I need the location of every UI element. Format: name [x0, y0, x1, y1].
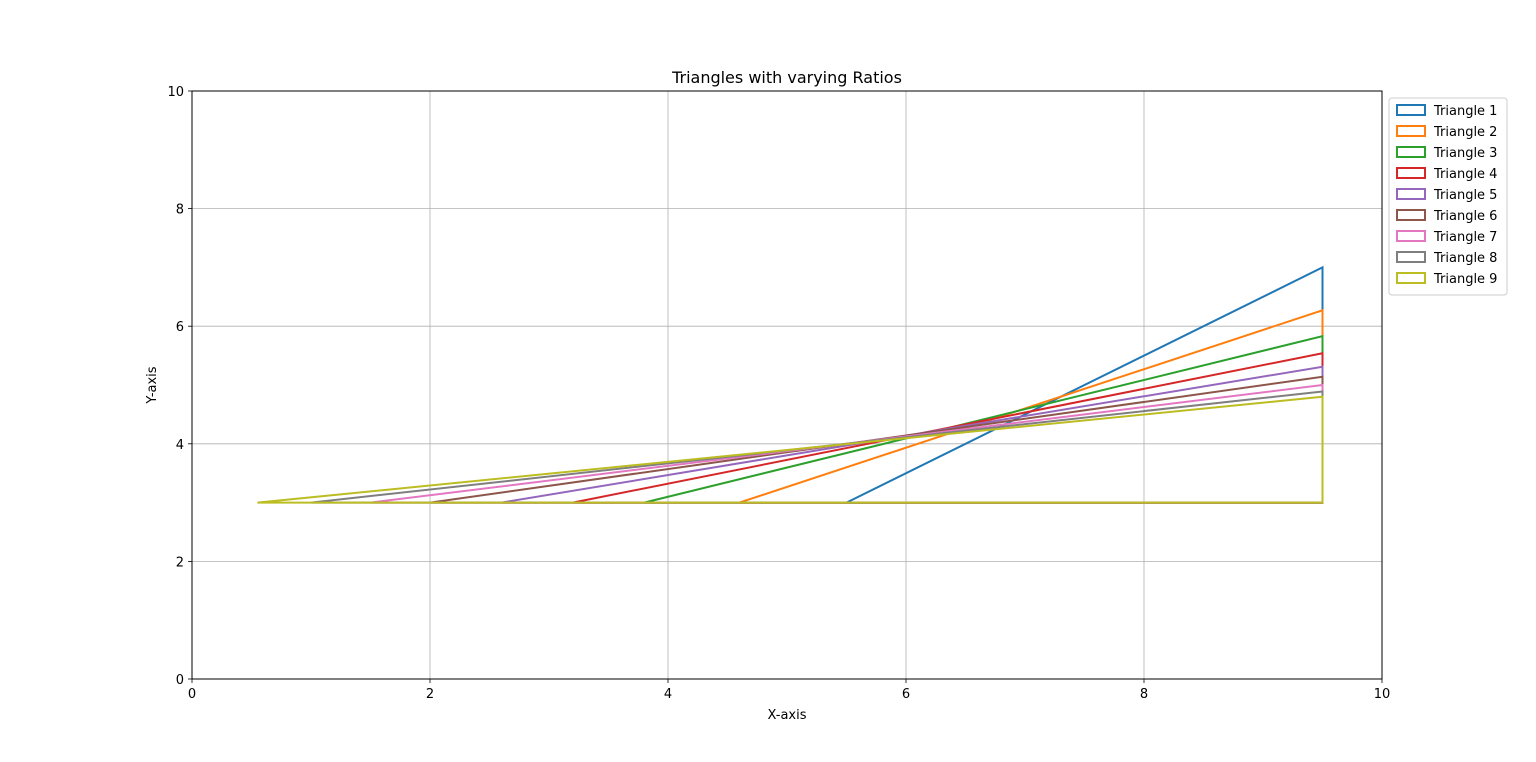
legend-label-triangle-6: Triangle 6 [1433, 209, 1497, 224]
legend-swatch-triangle-6 [1396, 209, 1426, 221]
ticks: 0 2 4 6 8 10 0 2 4 6 8 10 [167, 85, 1390, 702]
y-tick-label: 8 [176, 203, 184, 218]
legend-swatch-triangle-2 [1396, 125, 1426, 137]
legend-swatch-triangle-3 [1396, 146, 1426, 158]
legend-swatch-triangle-7 [1396, 230, 1426, 242]
x-tick-label: 6 [902, 687, 910, 702]
legend-swatch-triangle-5 [1396, 188, 1426, 200]
x-tick-label: 8 [1140, 687, 1148, 702]
triangle-9-outline [257, 395, 1324, 504]
y-axis-label: Y-axis [145, 366, 160, 404]
y-tick-label: 2 [176, 555, 184, 570]
legend: Triangle 1 Triangle 2 Triangle 3 Triangle 4… [1388, 97, 1508, 296]
legend-label-triangle-7: Triangle 7 [1433, 230, 1497, 245]
legend-label-triangle-3: Triangle 3 [1433, 146, 1497, 161]
x-tick-label: 10 [1374, 687, 1391, 702]
legend-swatch-triangle-1 [1396, 104, 1426, 116]
legend-label-triangle-8: Triangle 8 [1433, 251, 1497, 266]
x-tick-label: 0 [188, 687, 196, 702]
x-tick-label: 4 [664, 687, 672, 702]
y-tick-label: 4 [176, 438, 184, 453]
x-tick-label: 2 [426, 687, 434, 702]
y-tick-label: 0 [176, 673, 184, 688]
y-tick-label: 10 [167, 85, 184, 100]
legend-swatch-triangle-4 [1396, 167, 1426, 179]
legend-label-triangle-1: Triangle 1 [1433, 104, 1497, 119]
legend-label-triangle-5: Triangle 5 [1433, 188, 1497, 203]
x-axis-label: X-axis [768, 708, 807, 723]
y-tick-label: 6 [176, 320, 184, 335]
legend-label-triangle-4: Triangle 4 [1433, 167, 1497, 182]
legend-swatch-triangle-8 [1396, 251, 1426, 263]
legend-swatch-triangle-9 [1396, 272, 1426, 284]
axes-frame [191, 90, 1383, 680]
series-layer [257, 265, 1324, 504]
chart-title: Triangles with varying Ratios [671, 68, 902, 87]
legend-label-triangle-9: Triangle 9 [1433, 272, 1497, 287]
legend-label-triangle-2: Triangle 2 [1433, 125, 1497, 140]
